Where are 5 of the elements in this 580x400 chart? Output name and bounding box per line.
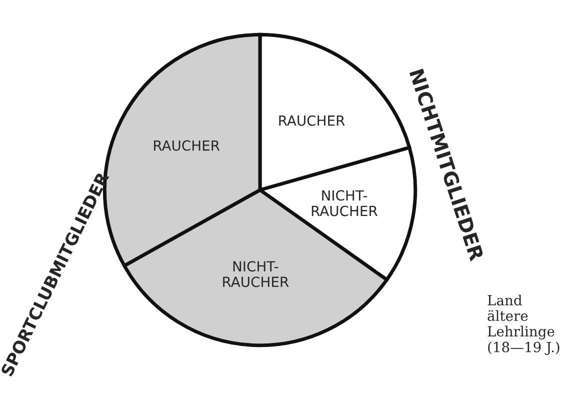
slice-label: NICHT- RAUCHER xyxy=(312,190,378,216)
slice-label: RAUCHER xyxy=(279,115,345,126)
text: Land ältere Lehrlinge (18—19 J.) xyxy=(488,294,560,355)
slice-label: NICHT- RAUCHER xyxy=(223,261,289,288)
slice-label: RAUCHER xyxy=(154,140,220,151)
